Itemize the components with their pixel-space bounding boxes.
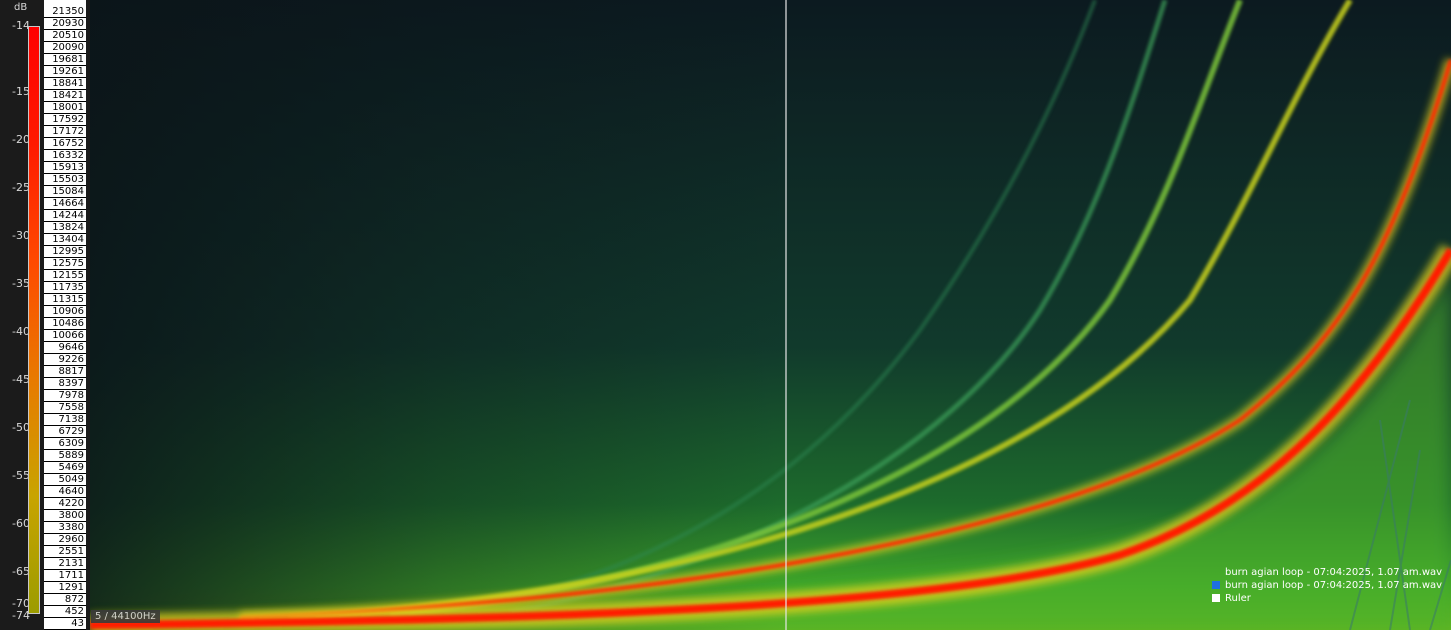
spectrogram-canvas[interactable] [90, 0, 1451, 630]
frequency-label: 16752 [44, 138, 86, 150]
frequency-label: 1291 [44, 582, 86, 594]
frequency-label: 19261 [44, 66, 86, 78]
frequency-label: 4220 [44, 498, 86, 510]
frequency-scale[interactable]: 21350 20930 20510 20090 19681 19261 18841 18421… [44, 0, 86, 630]
db-tick-label: -20 [12, 133, 30, 146]
frequency-label: 16332 [44, 150, 86, 162]
aliasing-lines [1349, 399, 1451, 630]
legend-item[interactable]: Ruler [1212, 592, 1442, 605]
db-tick-label: -25 [12, 181, 30, 194]
db-tick-label: -45 [12, 373, 30, 386]
frequency-label: 20510 [44, 30, 86, 42]
frequency-label: 872 [44, 594, 86, 606]
harmonic-1 [239, 59, 1451, 620]
db-unit-label: dB [14, 2, 28, 13]
spectrogram-view[interactable] [90, 0, 1451, 630]
frequency-label: 11735 [44, 282, 86, 294]
frequency-label: 2131 [44, 558, 86, 570]
frequency-label: 18001 [44, 102, 86, 114]
frequency-label: 2960 [44, 534, 86, 546]
frequency-label: 2551 [44, 546, 86, 558]
frequency-label: 8397 [44, 378, 86, 390]
frequency-label: 6309 [44, 438, 86, 450]
frequency-label: 17592 [44, 114, 86, 126]
db-tick-label: -40 [12, 325, 30, 338]
legend-item[interactable]: burn agian loop - 07:04:2025, 1.07 am.wa… [1212, 566, 1442, 579]
frequency-label: 15503 [44, 174, 86, 186]
frequency-label: 1711 [44, 570, 86, 582]
legend-swatch-icon [1212, 594, 1220, 602]
db-tick-label: -55 [12, 469, 30, 482]
frequency-label: 18421 [44, 90, 86, 102]
db-tick-label: -74 [12, 609, 30, 622]
frequency-label: 14664 [44, 198, 86, 210]
legend-label: Ruler [1225, 593, 1251, 604]
frequency-label: 8817 [44, 366, 86, 378]
frequency-label: 12995 [44, 246, 86, 258]
legend-label: burn agian loop - 07:04:2025, 1.07 am.wa… [1225, 580, 1443, 591]
fundamental [90, 247, 1451, 629]
frequency-label: 17172 [44, 126, 86, 138]
frequency-label: 9646 [44, 342, 86, 354]
frequency-label: 18841 [44, 78, 86, 90]
sample-rate-label: 5 / 44100Hz [91, 610, 160, 623]
db-tick-label: -50 [12, 421, 30, 434]
frequency-label: 19681 [44, 54, 86, 66]
frequency-label: 452 [44, 606, 86, 618]
frequency-label: 13824 [44, 222, 86, 234]
legend: burn agian loop - 07:04:2025, 1.07 am.wa… [1212, 566, 1442, 605]
frequency-label: 12575 [44, 258, 86, 270]
frequency-label: 6729 [44, 426, 86, 438]
legend-item[interactable]: burn agian loop - 07:04:2025, 1.07 am.wa… [1212, 579, 1442, 592]
harmonic-4 [449, 0, 1097, 612]
frequency-label: 10906 [44, 306, 86, 318]
frequency-label: 12155 [44, 270, 86, 282]
db-tick-label: -65 [12, 565, 30, 578]
frequency-label: 4640 [44, 486, 86, 498]
frequency-label: 5469 [44, 462, 86, 474]
frequency-label: 20090 [44, 42, 86, 54]
frequency-label: 21350 [44, 6, 86, 18]
energy-glow [90, 270, 1451, 630]
frequency-label: 7558 [44, 402, 86, 414]
frequency-label: 11315 [44, 294, 86, 306]
frequency-label: 7138 [44, 414, 86, 426]
db-tick-label: -30 [12, 229, 30, 242]
level-meter [28, 26, 40, 614]
legend-swatch-icon [1212, 581, 1220, 589]
db-tick-label: -35 [12, 277, 30, 290]
db-tick-label: -60 [12, 517, 30, 530]
db-tick-label: -70 [12, 597, 30, 610]
frequency-label: 15084 [44, 186, 86, 198]
frequency-label: 10066 [44, 330, 86, 342]
frequency-label: 9226 [44, 354, 86, 366]
frequency-label: 5889 [44, 450, 86, 462]
harmonic-1b [289, 0, 1353, 621]
scale-panel: dB -14 -15 -20 -25 -30 -35 -40 -45 -50 -55 -60 -65 -… [0, 0, 90, 630]
frequency-label: 7978 [44, 390, 86, 402]
frequency-label: 10486 [44, 318, 86, 330]
frequency-label: 14244 [44, 210, 86, 222]
frequency-label: 20930 [44, 18, 86, 30]
frequency-label: 3380 [44, 522, 86, 534]
frequency-label: 3800 [44, 510, 86, 522]
frequency-label: 13404 [44, 234, 86, 246]
legend-label: burn agian loop - 07:04:2025, 1.07 am.wa… [1225, 567, 1443, 578]
db-tick-label: -14 [12, 19, 30, 32]
frequency-label: 5049 [44, 474, 86, 486]
left-fade [90, 0, 790, 630]
frequency-label: 15913 [44, 162, 86, 174]
db-tick-label: -15 [12, 85, 30, 98]
frequency-label: 43 [44, 618, 86, 630]
